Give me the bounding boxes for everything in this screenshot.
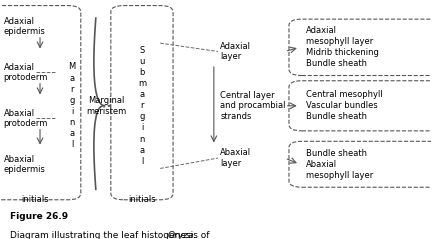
Text: Bundle sheath
Abaxial
mesophyll layer: Bundle sheath Abaxial mesophyll layer [306,149,373,180]
FancyBboxPatch shape [289,19,432,76]
Text: Diagram illustrating the leaf histogenesis of: Diagram illustrating the leaf histogenes… [10,231,213,239]
Text: Adaxial
mesophyll layer
Midrib thickening
Bundle sheath: Adaxial mesophyll layer Midrib thickenin… [306,26,379,69]
FancyBboxPatch shape [111,5,173,200]
Text: Adaxial
layer: Adaxial layer [220,42,251,61]
Text: Oryza.: Oryza. [168,231,197,239]
Text: Marginal
meristem: Marginal meristem [86,96,127,116]
FancyBboxPatch shape [289,141,432,187]
Text: M
a
r
g
i
n
a
l: M a r g i n a l [69,62,76,149]
Text: Central mesophyll
Vascular bundles
Bundle sheath: Central mesophyll Vascular bundles Bundl… [306,90,383,121]
Text: Abaxial
protoderm: Abaxial protoderm [3,109,48,128]
Text: Adaxial
epidermis: Adaxial epidermis [3,17,45,36]
FancyBboxPatch shape [289,81,432,131]
Text: Central layer
and procambial
strands: Central layer and procambial strands [220,91,286,121]
Text: Abaxial
layer: Abaxial layer [220,148,251,168]
Text: initials: initials [21,195,48,204]
Text: initials: initials [128,195,156,204]
Text: Figure 26.9: Figure 26.9 [10,212,68,221]
FancyBboxPatch shape [0,5,81,200]
Text: Abaxial
epidermis: Abaxial epidermis [3,155,45,174]
Text: S
u
b
m
a
r
g
i
n
a
l: S u b m a r g i n a l [138,46,146,166]
Text: Adaxial
protoderm: Adaxial protoderm [3,63,48,82]
